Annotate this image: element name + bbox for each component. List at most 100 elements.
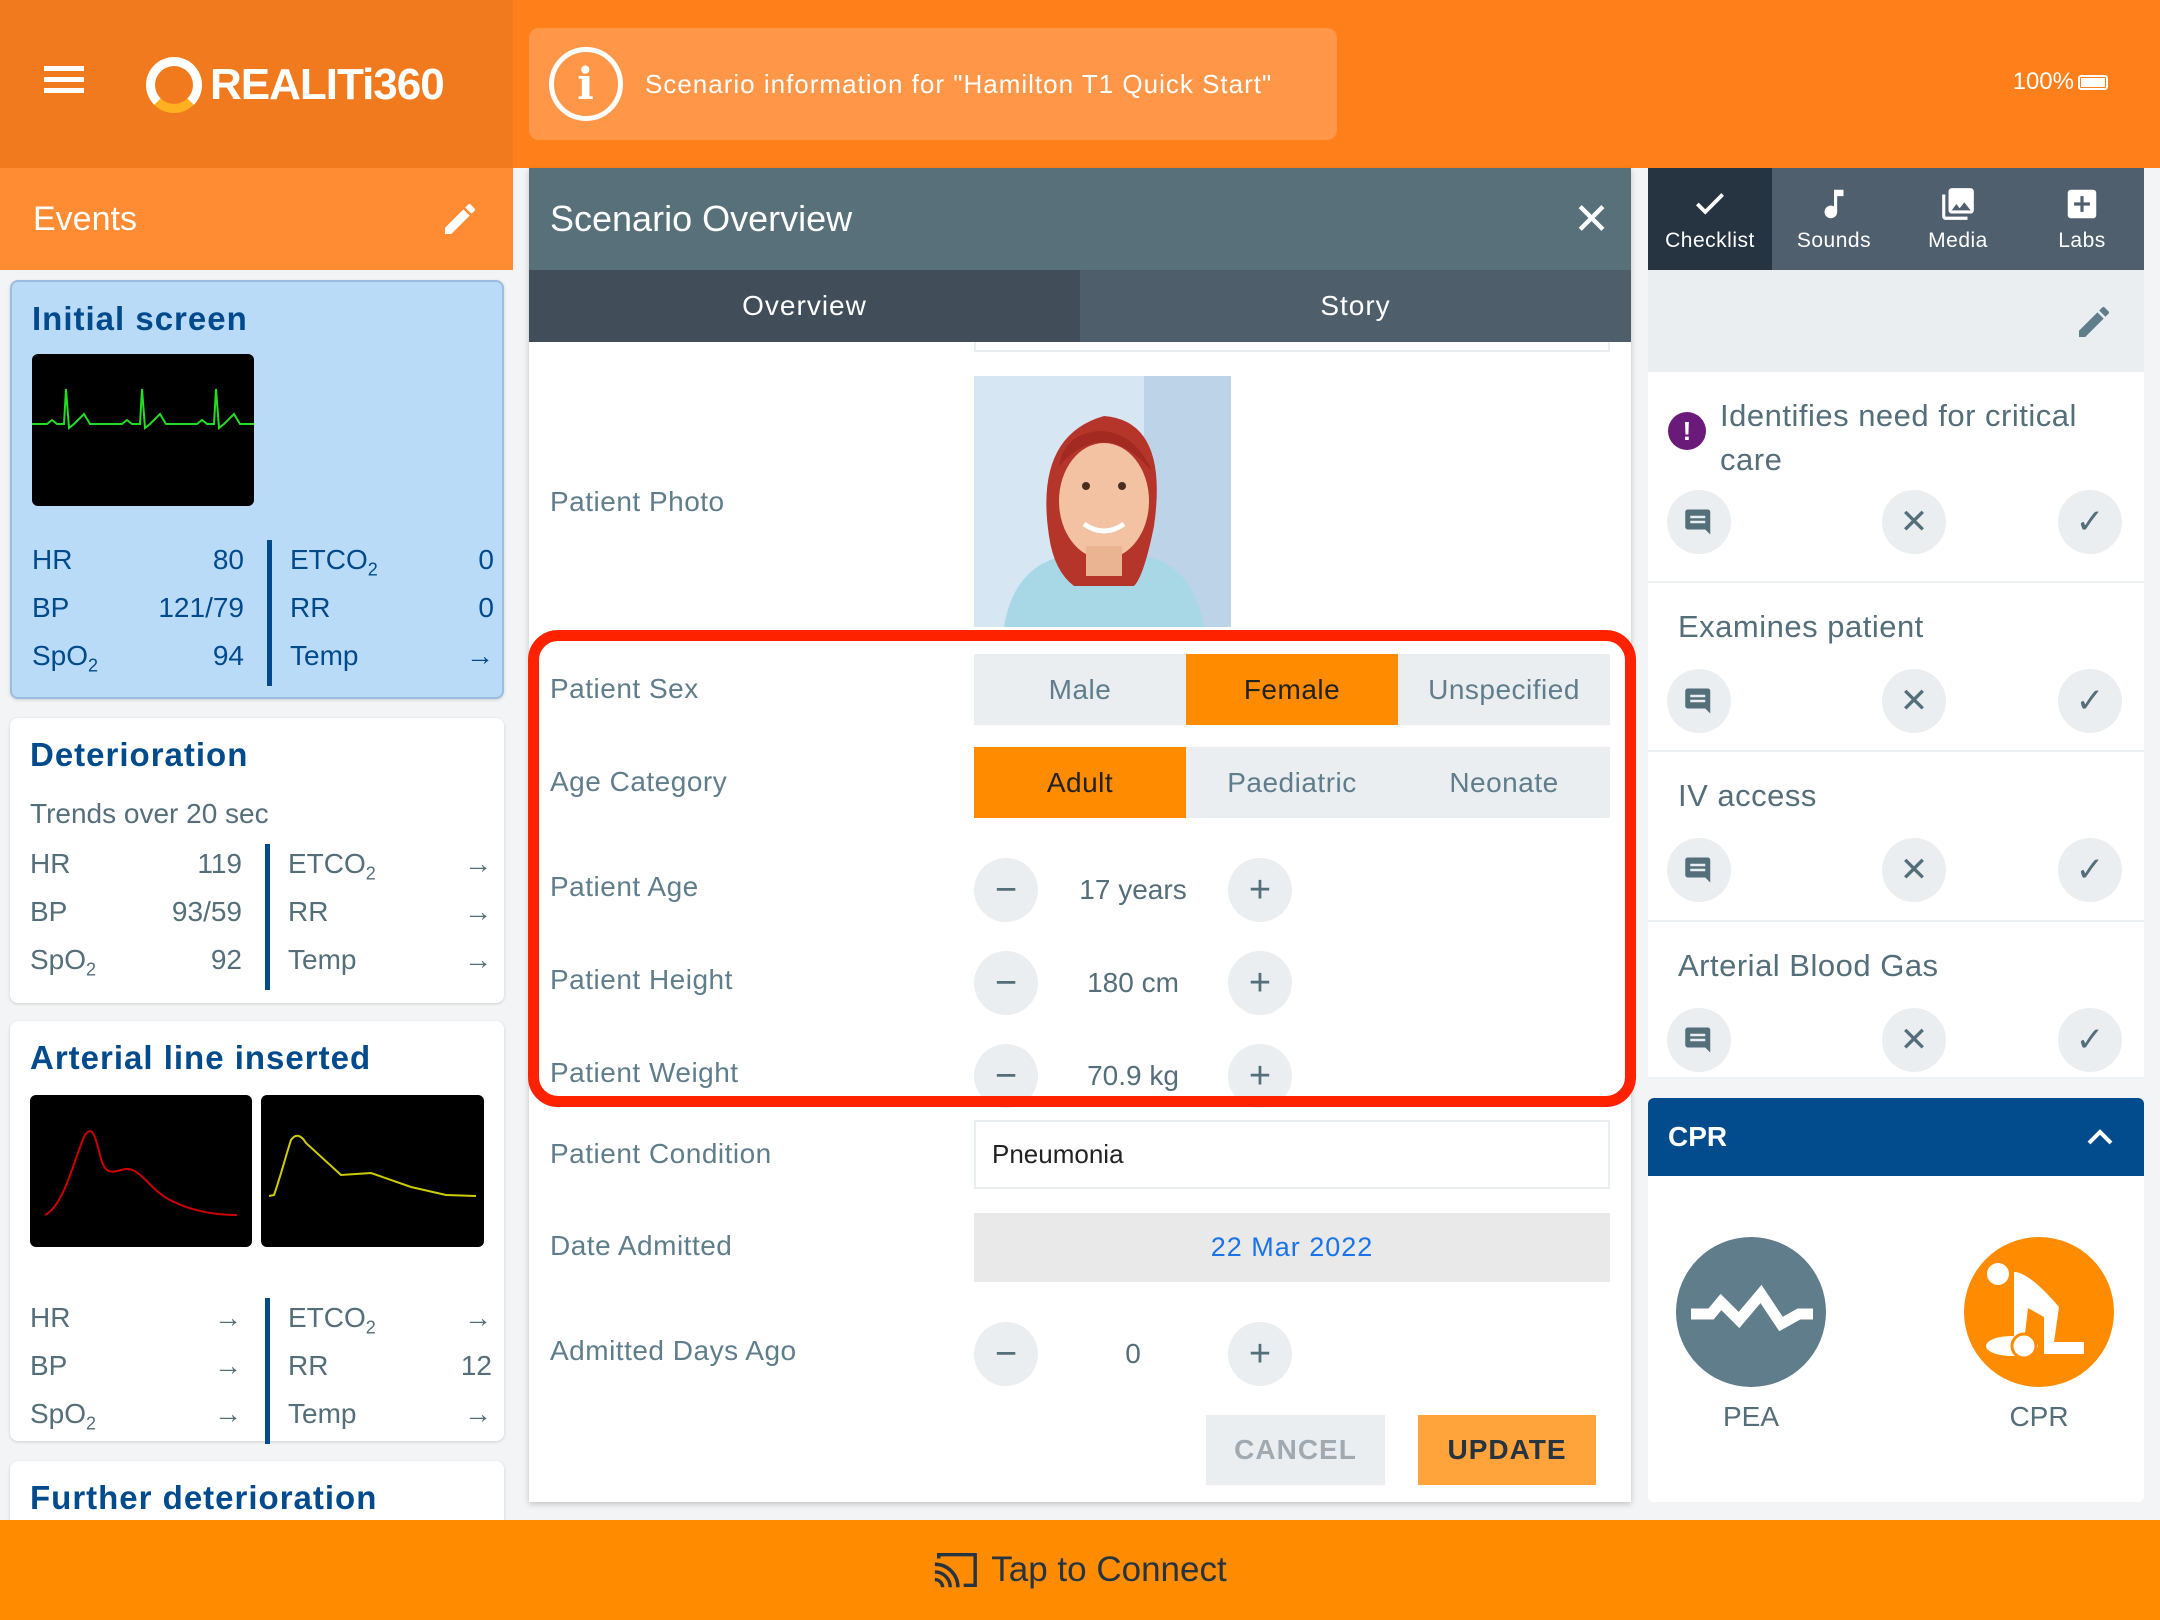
tap-to-connect-bar[interactable]: Tap to Connect xyxy=(0,1520,2160,1620)
modal-header: Scenario Overview ✕ xyxy=(529,168,1631,270)
vital-label: ETCO2 xyxy=(288,1302,376,1338)
minus-icon[interactable]: − xyxy=(974,1322,1038,1386)
cpr-section-body: PEA CPR xyxy=(1648,1176,2144,1502)
event-title: Arterial line inserted xyxy=(30,1039,372,1076)
height-stepper: − 180 cm + xyxy=(974,951,1294,1015)
tab-sounds[interactable]: Sounds xyxy=(1772,168,1896,270)
vital-label: SpO2 xyxy=(30,944,97,980)
comment-icon[interactable] xyxy=(1667,490,1731,554)
tab-labs[interactable]: Labs xyxy=(2020,168,2144,270)
pass-check-icon[interactable]: ✓ xyxy=(2058,669,2122,733)
age-option-paediatric[interactable]: Paediatric xyxy=(1227,766,1357,798)
checklist-text: Arterial Blood Gas xyxy=(1678,948,1939,983)
cancel-button[interactable]: CANCEL xyxy=(1206,1415,1385,1485)
age-option-neonate[interactable]: Neonate xyxy=(1449,766,1559,798)
pencil-icon[interactable] xyxy=(440,199,480,239)
vital-value: 119 xyxy=(197,848,242,879)
comment-icon[interactable] xyxy=(1667,838,1731,902)
age-value: 17 years xyxy=(1079,874,1187,905)
weight-value: 70.9 kg xyxy=(1087,1060,1179,1091)
minus-icon[interactable]: − xyxy=(974,858,1038,922)
age-option-adult[interactable]: Adult xyxy=(974,747,1186,818)
plus-icon[interactable]: + xyxy=(1228,1044,1292,1108)
patient-photo[interactable] xyxy=(974,376,1231,627)
pea-button[interactable] xyxy=(1676,1237,1826,1387)
right-panel-tabs: Checklist Sounds Media Labs xyxy=(1648,168,2144,270)
date-admitted-picker[interactable]: 22 Mar 2022 xyxy=(974,1213,1610,1282)
plus-icon[interactable]: + xyxy=(1228,1322,1292,1386)
tab-label: Sounds xyxy=(1796,229,1872,252)
tab-story[interactable]: Story xyxy=(1080,270,1631,342)
events-header: Events xyxy=(0,168,513,270)
condition-input[interactable]: Pneumonia xyxy=(974,1120,1610,1189)
logo-ring-icon xyxy=(146,57,202,113)
logo: REALITi360 xyxy=(146,52,445,118)
chevron-up-icon xyxy=(2087,1129,2113,1145)
cpr-button[interactable] xyxy=(1964,1237,2114,1387)
events-title: Events xyxy=(33,199,137,238)
comment-icon[interactable] xyxy=(1667,669,1731,733)
sex-selector: Male Female Unspecified xyxy=(974,654,1610,725)
update-button[interactable]: UPDATE xyxy=(1418,1415,1596,1485)
vital-label: HR xyxy=(32,544,73,575)
tab-checklist[interactable]: Checklist xyxy=(1648,168,1772,270)
vital-value: 121/79 xyxy=(158,592,244,623)
checklist-toolbar xyxy=(1648,270,2144,372)
tab-media[interactable]: Media xyxy=(1896,168,2020,270)
vital-label: RR xyxy=(288,1350,329,1381)
pass-check-icon[interactable]: ✓ xyxy=(2058,490,2122,554)
fail-x-icon[interactable]: ✕ xyxy=(1882,838,1946,902)
sex-option-female[interactable]: Female xyxy=(1186,654,1398,725)
battery-percent: 100% xyxy=(2012,68,2074,95)
checklist-item: Examines patient ✕ ✓ xyxy=(1648,583,2144,752)
vital-value: 93/59 xyxy=(171,896,242,927)
battery-icon xyxy=(2078,74,2108,90)
minus-icon[interactable]: − xyxy=(974,951,1038,1015)
weight-label: Patient Weight xyxy=(550,1057,739,1088)
vital-label: BP xyxy=(30,1350,68,1381)
close-icon[interactable]: ✕ xyxy=(1573,194,1610,244)
comment-icon[interactable] xyxy=(1667,1008,1731,1072)
vital-value: 92 xyxy=(210,944,242,975)
critical-alert-icon: ! xyxy=(1668,412,1706,450)
vital-label: Temp xyxy=(288,1398,357,1429)
date-admitted-label: Date Admitted xyxy=(550,1230,733,1261)
checklist-item: ! Identifies need for critical care ✕ ✓ xyxy=(1648,372,2144,583)
sex-option-unspecified[interactable]: Unspecified xyxy=(1428,673,1580,705)
event-title: Further deterioration xyxy=(30,1479,378,1516)
info-icon: i xyxy=(549,47,623,121)
vital-value: 0 xyxy=(478,592,494,623)
event-card[interactable]: Arterial line inserted HR → BP → SpO2 → ETCO2 → R… xyxy=(10,1021,504,1444)
plus-icon[interactable]: + xyxy=(1228,951,1292,1015)
sex-option-male[interactable]: Male xyxy=(1048,673,1112,705)
pass-check-icon[interactable]: ✓ xyxy=(2058,838,2122,902)
minus-icon[interactable]: − xyxy=(974,1044,1038,1108)
checklist-text: IV access xyxy=(1678,778,1817,813)
vital-value: → xyxy=(464,944,492,975)
plus-box-icon xyxy=(2067,189,2097,219)
fail-x-icon[interactable]: ✕ xyxy=(1882,1008,1946,1072)
days_ago-stepper: − 0 + xyxy=(974,1322,1294,1386)
cpr-section-header[interactable]: CPR xyxy=(1648,1098,2144,1176)
vital-value: → xyxy=(214,1302,242,1333)
plus-icon[interactable]: + xyxy=(1228,858,1292,922)
scenario-info-banner[interactable]: i Scenario information for "Hamilton T1 Q… xyxy=(529,28,1337,140)
vital-label: RR xyxy=(290,592,331,623)
pass-check-icon[interactable]: ✓ xyxy=(2058,1008,2122,1072)
fail-x-icon[interactable]: ✕ xyxy=(1882,669,1946,733)
event-title: Deterioration xyxy=(30,736,249,773)
event-card[interactable]: Initial screen HR 80 BP 121/79 SpO2 94 ETCO2 0 RR… xyxy=(10,280,504,699)
pencil-icon[interactable] xyxy=(2074,302,2114,342)
vital-label: ETCO2 xyxy=(290,544,378,580)
days_ago-value: 0 xyxy=(1125,1338,1141,1369)
age-category-selector: Adult Paediatric Neonate xyxy=(974,747,1610,818)
vital-label: HR xyxy=(30,848,71,879)
event-card[interactable]: Deterioration Trends over 20 sec HR 119 BP 93… xyxy=(10,718,504,1003)
vital-value: → xyxy=(214,1398,242,1429)
fail-x-icon[interactable]: ✕ xyxy=(1882,490,1946,554)
tab-overview[interactable]: Overview xyxy=(529,270,1080,342)
hamburger-menu-icon[interactable] xyxy=(44,66,84,94)
vital-value: → xyxy=(464,896,492,927)
vital-value: 94 xyxy=(212,640,244,671)
cast-icon xyxy=(934,1552,978,1588)
